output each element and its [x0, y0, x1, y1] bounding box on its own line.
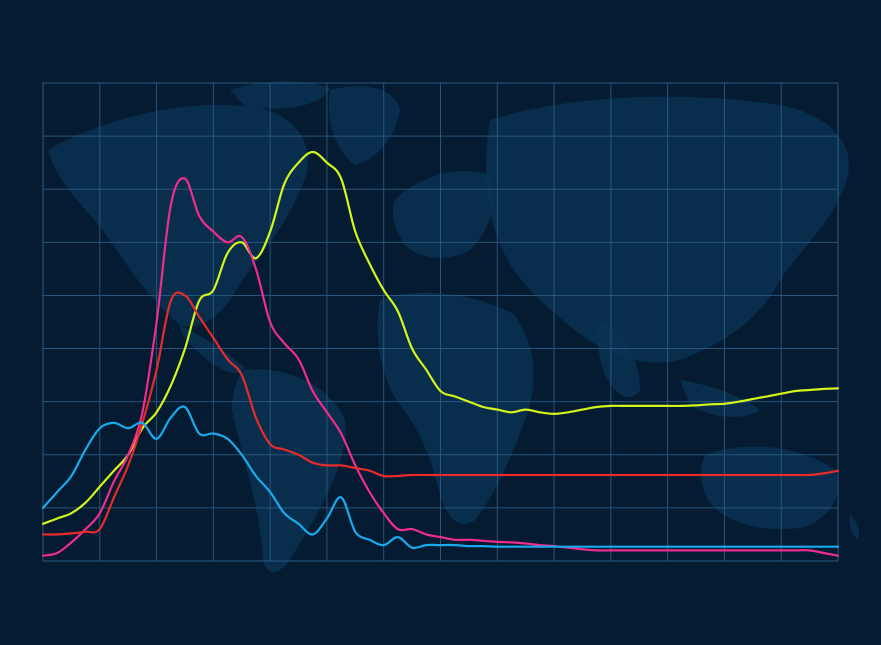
series-line-pink [41, 177, 840, 557]
series-line-blue [41, 405, 840, 550]
world-map-background [48, 81, 860, 573]
plot-area-frame [42, 82, 839, 562]
series-line-red [41, 291, 840, 536]
series-lines [41, 150, 840, 557]
series-line-yellow-green [41, 150, 840, 525]
